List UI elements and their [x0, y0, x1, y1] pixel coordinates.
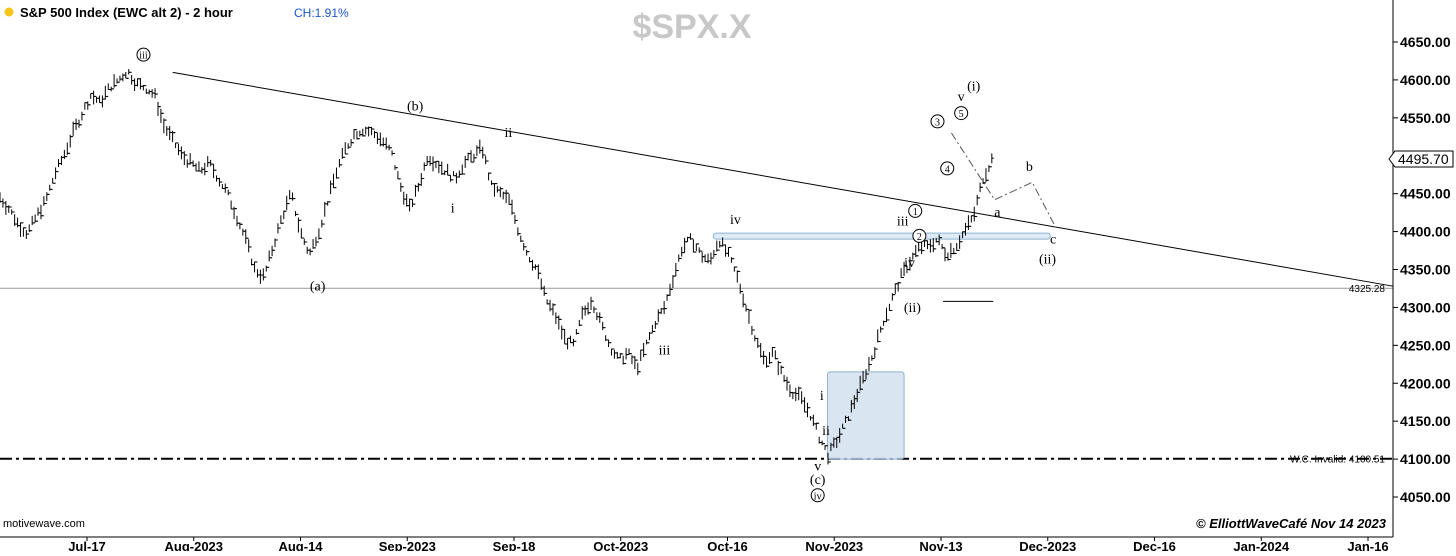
wave-label: (ii) [904, 301, 921, 316]
wave-label: (a) [310, 280, 326, 295]
invalidation-level-label: W.C. Invalid: 4100.51 [1290, 455, 1385, 466]
y-tick-label: 4350.00 [1400, 262, 1451, 278]
wave-label: c [1050, 233, 1056, 248]
last-price-label: 4495.70 [1398, 151, 1449, 167]
status-dot [4, 7, 14, 17]
wave-label-circle [930, 114, 945, 129]
wave-label: a [994, 205, 1001, 220]
projection-path [950, 132, 1057, 229]
wave-label: 2 [917, 232, 922, 243]
change-readout: CH:1.91% [294, 6, 349, 20]
symbol-watermark: $SPX.X [632, 8, 751, 46]
last-price-tag [1388, 150, 1454, 168]
y-tick-label: 4150.00 [1400, 413, 1451, 429]
x-tick-label: Sep-18 [493, 539, 536, 551]
wave-label: v [814, 459, 821, 474]
trendline [172, 71, 1394, 287]
wave-label: iii [897, 215, 909, 230]
wave-label: i [820, 389, 824, 404]
copyright-label: © ElliottWaveCafé Nov 14 2023 [1196, 516, 1387, 531]
ohlc-bar [989, 153, 994, 168]
y-tick-label: 4600.00 [1400, 72, 1451, 88]
wave-label: 3 [935, 117, 940, 128]
x-tick-label: Jul-17 [68, 539, 106, 551]
wave-label-circle [908, 203, 923, 218]
wave-label: (b) [407, 99, 424, 114]
wave-label: iii [139, 51, 148, 62]
plot-area [0, 0, 1393, 537]
wave-label-circle [136, 47, 151, 62]
y-tick-label: 4250.00 [1400, 337, 1451, 353]
y-tick-label: 4100.00 [1400, 451, 1451, 467]
wave-label: 1 [913, 207, 918, 218]
x-tick-label: Aug-14 [278, 539, 323, 551]
wave-label-circle [954, 106, 969, 121]
y-tick-label: 4300.00 [1400, 299, 1451, 315]
wave-label: ii [822, 424, 830, 439]
wave-label: i [451, 202, 455, 217]
y-tick-label: 4400.00 [1400, 224, 1451, 240]
chart-title: S&P 500 Index (EWC alt 2) - 2 hour [20, 5, 233, 20]
x-tick-label: Nov-13 [919, 539, 962, 551]
x-tick-label: Dec-2023 [1019, 539, 1076, 551]
wave-label: (ii) [1039, 252, 1056, 267]
y-tick-label: 4050.00 [1400, 489, 1451, 505]
wave-label: (i) [967, 80, 981, 95]
wave-label-circle [810, 488, 825, 503]
wave-label-circle [912, 228, 927, 243]
wave-label: 4 [945, 164, 950, 175]
resistance-zone [712, 232, 1051, 240]
wave-label: iv [904, 256, 915, 271]
wave-label: v [958, 90, 965, 105]
wave-label: (c) [810, 473, 826, 488]
wave-label: b [1026, 160, 1033, 175]
y-tick-label: 4550.00 [1400, 110, 1451, 126]
x-tick-label: Nov-2023 [805, 539, 863, 551]
support-level-label: 4325.28 [1349, 284, 1386, 295]
y-tick-label: 4450.00 [1400, 186, 1451, 202]
x-tick-label: Aug-2023 [164, 539, 223, 551]
source-label: motivewave.com [3, 518, 85, 530]
wave-label-circle [940, 161, 955, 176]
x-tick-label: Oct-2023 [593, 539, 648, 551]
wave-label: iv [730, 213, 741, 228]
wave-label: ii [505, 126, 513, 141]
x-tick-label: Sep-2023 [379, 539, 436, 551]
y-tick-label: 4650.00 [1400, 34, 1451, 50]
x-tick-label: Jan-16 [1347, 539, 1388, 551]
x-tick-label: Dec-16 [1133, 539, 1176, 551]
wave-label: iv [814, 491, 822, 502]
wave-label: iii [659, 343, 671, 358]
reversal-zone-box [826, 371, 905, 460]
x-tick-label: Oct-16 [707, 539, 747, 551]
x-tick-label: Jan-2024 [1233, 539, 1289, 551]
wave-label: 5 [959, 109, 964, 120]
y-tick-label: 4200.00 [1400, 375, 1451, 391]
